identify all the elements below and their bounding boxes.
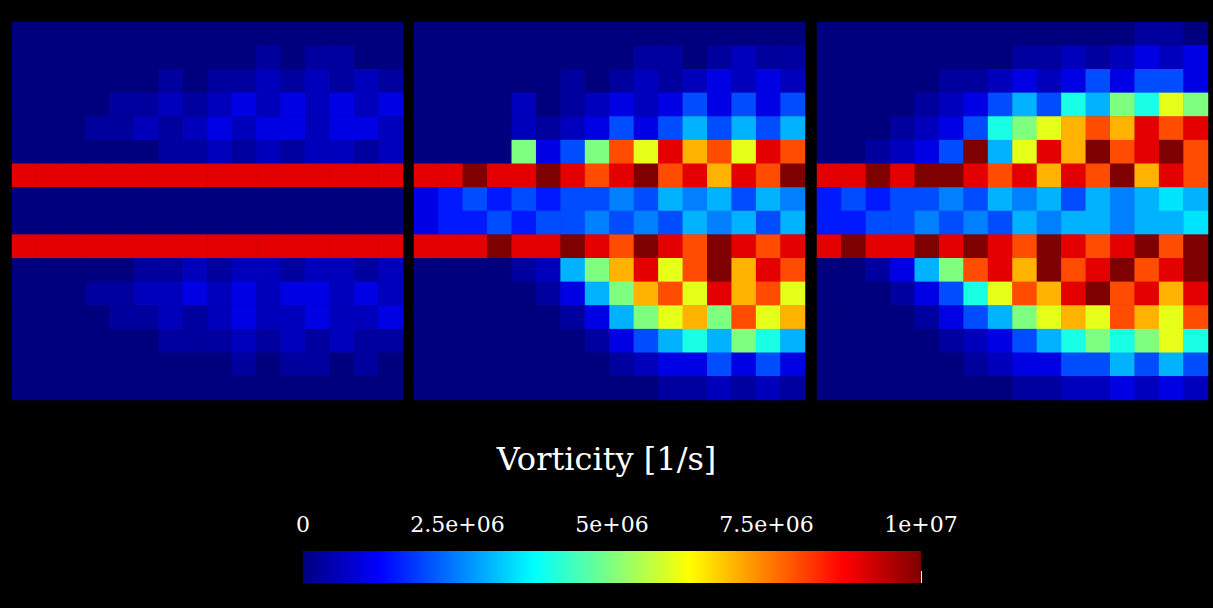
svg-text:5e+06: 5e+06 [575,512,648,537]
svg-text:1e+07: 1e+07 [884,512,957,537]
svg-text:0: 0 [296,512,310,537]
svg-text:7.5e+06: 7.5e+06 [719,512,813,537]
svg-text:Vorticity [1/s]: Vorticity [1/s] [496,440,717,478]
svg-text:2.5e+06: 2.5e+06 [410,512,504,537]
